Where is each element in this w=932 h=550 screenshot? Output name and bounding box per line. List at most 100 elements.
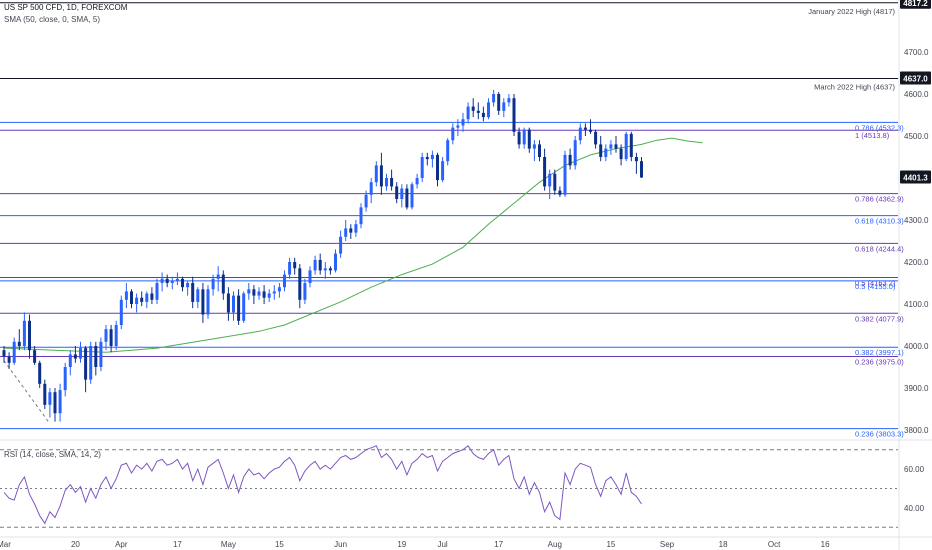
fib-level-label: 0.618 (4310.3) xyxy=(855,217,904,226)
candle xyxy=(446,138,450,166)
fib-level-label: 0.382 (4077.9) xyxy=(855,314,904,323)
candle xyxy=(191,276,195,309)
candle xyxy=(441,157,445,183)
candle xyxy=(140,291,144,307)
candle-body xyxy=(400,188,404,199)
candle xyxy=(237,289,241,325)
y-tick-label: 3900.0 xyxy=(904,384,929,393)
candle-body xyxy=(68,354,72,367)
candle xyxy=(543,148,547,191)
candle-body xyxy=(201,289,205,315)
candle-body xyxy=(196,289,200,302)
candle xyxy=(573,136,577,170)
candle-body xyxy=(63,367,67,391)
candle xyxy=(272,285,276,300)
candle-body xyxy=(7,356,11,363)
candle-body xyxy=(242,293,246,321)
candle-body xyxy=(430,154,434,160)
candle xyxy=(252,285,256,304)
candle xyxy=(619,144,623,166)
candle-body xyxy=(28,320,31,351)
candle-body xyxy=(267,293,271,298)
candle-body xyxy=(145,293,149,302)
candle xyxy=(456,119,460,136)
candle-body xyxy=(415,178,419,185)
candle xyxy=(379,152,383,195)
candle-body xyxy=(497,94,501,111)
candle-body xyxy=(532,144,536,149)
y-tick-label: 4100.0 xyxy=(904,300,929,309)
candle xyxy=(497,91,501,115)
candle xyxy=(522,127,526,149)
candle xyxy=(640,157,643,178)
sma-indicator-label[interactable]: SMA (50, close, 0, SMA, 5) xyxy=(4,15,101,24)
candle xyxy=(298,264,302,309)
candle-body xyxy=(53,392,57,414)
candle xyxy=(28,314,31,359)
candle-body xyxy=(99,341,103,367)
rsi-indicator-label[interactable]: RSI (14, close, SMA, 14, 2) xyxy=(4,450,101,459)
x-tick-label: 19 xyxy=(397,540,406,549)
candle xyxy=(624,131,628,162)
x-tick-label: 18 xyxy=(719,540,728,549)
y-tick-label: 4700.0 xyxy=(904,48,929,57)
candle-body xyxy=(22,320,26,346)
candle-body xyxy=(303,283,307,300)
y-tick-label: 4300.0 xyxy=(904,216,929,225)
candle-body xyxy=(308,270,312,283)
candle xyxy=(334,249,337,273)
candle-body xyxy=(38,362,42,384)
candle-body xyxy=(527,129,531,149)
candle xyxy=(303,278,307,304)
candle-body xyxy=(140,297,144,302)
resistance-note: January 2022 High (4817) xyxy=(808,7,895,16)
candle xyxy=(400,184,404,208)
candle-body xyxy=(379,165,383,187)
candle-body xyxy=(589,129,592,132)
candle xyxy=(7,352,11,370)
candle xyxy=(604,144,608,162)
candle-body xyxy=(150,293,154,300)
candle-body xyxy=(334,253,337,271)
candle-body xyxy=(318,259,322,271)
candle-body xyxy=(604,148,608,157)
candle xyxy=(216,266,220,292)
candle xyxy=(568,148,572,170)
candle-body xyxy=(247,289,251,294)
candle xyxy=(145,291,149,309)
candle-body xyxy=(451,127,455,141)
candle-body xyxy=(104,329,108,342)
candle xyxy=(512,94,516,136)
candle xyxy=(22,312,26,351)
candle-body xyxy=(2,350,6,357)
candle-body xyxy=(614,144,618,149)
fib-level-label: 0.236 (3975.0) xyxy=(855,358,904,367)
x-tick-label: May xyxy=(221,540,236,549)
candle-body xyxy=(339,236,343,254)
candle xyxy=(354,220,358,237)
candle xyxy=(323,262,327,279)
resistance-price-box xyxy=(900,71,931,85)
candle-body xyxy=(359,207,363,225)
candle xyxy=(527,127,531,153)
candle-body xyxy=(522,129,526,145)
candle-body xyxy=(94,346,98,367)
candle xyxy=(58,383,62,422)
candle-body xyxy=(298,268,302,300)
candle xyxy=(155,278,159,304)
candle-body xyxy=(385,178,388,187)
candle xyxy=(318,253,322,275)
candle xyxy=(150,287,154,304)
candle-body xyxy=(135,297,139,304)
candle xyxy=(293,257,297,275)
resistance-price-box xyxy=(900,0,931,9)
x-tick-label: 15 xyxy=(606,540,615,549)
candle xyxy=(481,106,485,122)
candle-body xyxy=(257,291,261,296)
candle xyxy=(385,173,388,191)
candle-body xyxy=(313,259,317,271)
candle-body xyxy=(481,112,485,118)
candle-body xyxy=(583,127,587,130)
fib-level-label: 0.786 (4532.3) xyxy=(855,123,904,132)
